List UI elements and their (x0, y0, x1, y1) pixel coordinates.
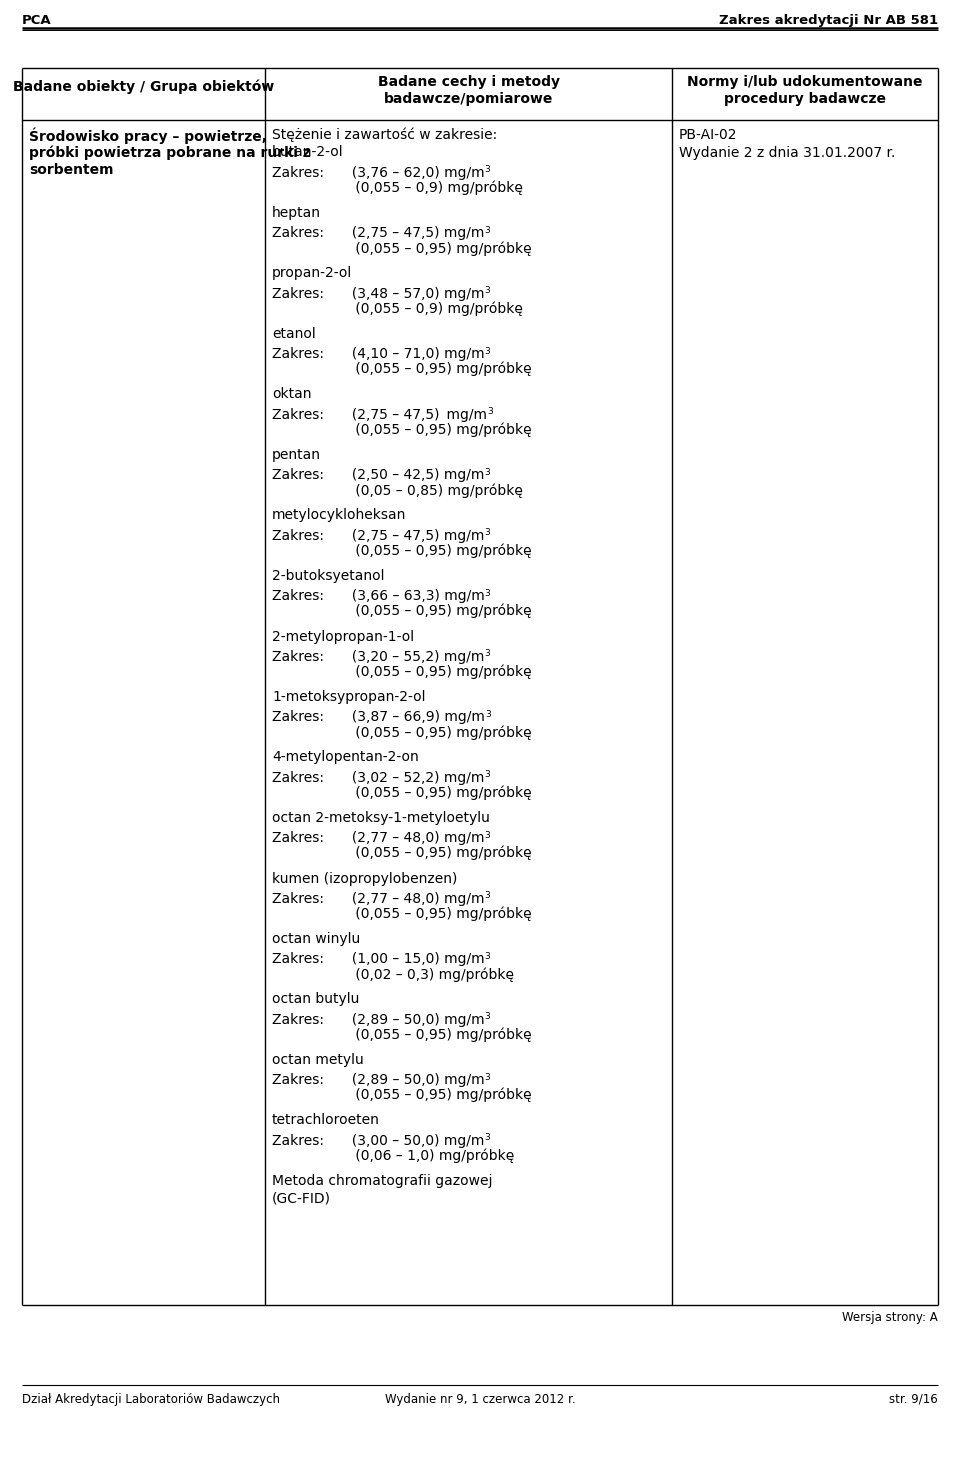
Text: procedury badawcze: procedury badawcze (724, 92, 886, 107)
Text: etanol: etanol (272, 327, 316, 341)
Text: butan-2-ol: butan-2-ol (272, 146, 344, 159)
Text: (0,055 – 0,95) mg/próbkę: (0,055 – 0,95) mg/próbkę (272, 362, 532, 376)
Text: Zakres:  (2,75 – 47,5) mg/m: Zakres: (2,75 – 47,5) mg/m (272, 407, 487, 422)
Text: (0,05 – 0,85) mg/próbkę: (0,05 – 0,85) mg/próbkę (272, 483, 523, 498)
Text: heptan: heptan (272, 206, 321, 220)
Text: 3: 3 (485, 286, 491, 295)
Text: 3: 3 (485, 347, 491, 356)
Text: 3: 3 (485, 709, 491, 719)
Text: Zakres:  (2,77 – 48,0) mg/m: Zakres: (2,77 – 48,0) mg/m (272, 891, 485, 906)
Text: Wydanie 2 z dnia 31.01.2007 r.: Wydanie 2 z dnia 31.01.2007 r. (679, 146, 896, 159)
Text: Zakres:  (2,75 – 47,5) mg/m: Zakres: (2,75 – 47,5) mg/m (272, 528, 485, 543)
Text: (0,055 – 0,95) mg/próbkę: (0,055 – 0,95) mg/próbkę (272, 906, 532, 921)
Text: (0,055 – 0,95) mg/próbkę: (0,055 – 0,95) mg/próbkę (272, 725, 532, 740)
Text: (0,02 – 0,3) mg/próbkę: (0,02 – 0,3) mg/próbkę (272, 967, 514, 982)
Text: 2-metylopropan-1-ol: 2-metylopropan-1-ol (272, 629, 414, 643)
Text: kumen (izopropylobenzen): kumen (izopropylobenzen) (272, 871, 457, 886)
Text: (0,055 – 0,9) mg/próbkę: (0,055 – 0,9) mg/próbkę (272, 181, 523, 196)
Text: Zakres:  (1,00 – 15,0) mg/m: Zakres: (1,00 – 15,0) mg/m (272, 953, 485, 966)
Text: PB-AI-02: PB-AI-02 (679, 128, 737, 142)
Text: (0,055 – 0,95) mg/próbkę: (0,055 – 0,95) mg/próbkę (272, 241, 532, 255)
Text: Środowisko pracy – powietrze,: Środowisko pracy – powietrze, (29, 128, 267, 144)
Text: Stężenie i zawartość w zakresie:: Stężenie i zawartość w zakresie: (272, 128, 497, 143)
Text: Zakres akredytacji Nr AB 581: Zakres akredytacji Nr AB 581 (719, 15, 938, 28)
Text: Zakres:  (3,20 – 55,2) mg/m: Zakres: (3,20 – 55,2) mg/m (272, 649, 485, 664)
Text: tetrachloroeten: tetrachloroeten (272, 1113, 380, 1128)
Text: 3: 3 (485, 1013, 491, 1021)
Text: (0,055 – 0,95) mg/próbkę: (0,055 – 0,95) mg/próbkę (272, 423, 532, 438)
Text: 3: 3 (487, 407, 492, 416)
Text: 3: 3 (485, 468, 491, 477)
Text: Badane obiekty / Grupa obiektów: Badane obiekty / Grupa obiektów (12, 80, 275, 95)
Text: Zakres:  (3,66 – 63,3) mg/m: Zakres: (3,66 – 63,3) mg/m (272, 589, 485, 603)
Text: (0,055 – 0,95) mg/próbkę: (0,055 – 0,95) mg/próbkę (272, 544, 532, 557)
Text: (0,055 – 0,95) mg/próbkę: (0,055 – 0,95) mg/próbkę (272, 664, 532, 678)
Text: 3: 3 (485, 830, 491, 839)
Text: 4-metylopentan-2-on: 4-metylopentan-2-on (272, 750, 419, 765)
Text: Zakres:  (3,76 – 62,0) mg/m: Zakres: (3,76 – 62,0) mg/m (272, 166, 485, 179)
Text: PCA: PCA (22, 15, 52, 28)
Text: Zakres:  (2,77 – 48,0) mg/m: Zakres: (2,77 – 48,0) mg/m (272, 832, 485, 845)
Text: 2-butoksyetanol: 2-butoksyetanol (272, 569, 385, 584)
Text: 3: 3 (485, 1134, 491, 1142)
Text: Badane cechy i metody: Badane cechy i metody (377, 74, 560, 89)
Text: próbki powietrza pobrane na rurki z: próbki powietrza pobrane na rurki z (29, 146, 311, 160)
Text: 1-metoksypropan-2-ol: 1-metoksypropan-2-ol (272, 690, 425, 705)
Text: (0,055 – 0,95) mg/próbkę: (0,055 – 0,95) mg/próbkę (272, 1027, 532, 1042)
Text: (GC-FID): (GC-FID) (272, 1192, 331, 1205)
Text: Zakres:  (2,89 – 50,0) mg/m: Zakres: (2,89 – 50,0) mg/m (272, 1074, 485, 1087)
Text: 3: 3 (485, 951, 491, 960)
Text: Zakres:  (4,10 – 71,0) mg/m: Zakres: (4,10 – 71,0) mg/m (272, 347, 485, 362)
Text: Zakres:  (3,87 – 66,9) mg/m: Zakres: (3,87 – 66,9) mg/m (272, 711, 485, 724)
Text: metylocykloheksan: metylocykloheksan (272, 509, 406, 522)
Text: octan 2-metoksy-1-metyloetylu: octan 2-metoksy-1-metyloetylu (272, 811, 490, 824)
Text: pentan: pentan (272, 448, 321, 463)
Text: 3: 3 (485, 891, 491, 900)
Text: oktan: oktan (272, 388, 311, 401)
Text: octan butylu: octan butylu (272, 992, 359, 1007)
Text: Zakres:  (3,02 – 52,2) mg/m: Zakres: (3,02 – 52,2) mg/m (272, 770, 485, 785)
Text: (0,055 – 0,9) mg/próbkę: (0,055 – 0,9) mg/próbkę (272, 302, 523, 317)
Text: 3: 3 (485, 588, 491, 598)
Text: Zakres:  (3,00 – 50,0) mg/m: Zakres: (3,00 – 50,0) mg/m (272, 1134, 485, 1148)
Text: (0,06 – 1,0) mg/próbkę: (0,06 – 1,0) mg/próbkę (272, 1148, 515, 1163)
Text: Zakres:  (2,50 – 42,5) mg/m: Zakres: (2,50 – 42,5) mg/m (272, 468, 485, 481)
Text: 3: 3 (485, 528, 491, 537)
Text: sorbentem: sorbentem (29, 163, 113, 177)
Text: 3: 3 (485, 1072, 491, 1081)
Text: (0,055 – 0,95) mg/próbkę: (0,055 – 0,95) mg/próbkę (272, 604, 532, 619)
Text: Wersja strony: A: Wersja strony: A (842, 1312, 938, 1323)
Text: 3: 3 (485, 226, 491, 235)
Text: (0,055 – 0,95) mg/próbkę: (0,055 – 0,95) mg/próbkę (272, 1088, 532, 1103)
Text: octan metylu: octan metylu (272, 1053, 364, 1067)
Text: str. 9/16: str. 9/16 (889, 1393, 938, 1406)
Text: Metoda chromatografii gazowej: Metoda chromatografii gazowej (272, 1174, 492, 1188)
Text: 3: 3 (485, 649, 491, 658)
Text: Zakres:  (2,89 – 50,0) mg/m: Zakres: (2,89 – 50,0) mg/m (272, 1013, 485, 1027)
Text: Zakres:  (2,75 – 47,5) mg/m: Zakres: (2,75 – 47,5) mg/m (272, 226, 485, 241)
Text: 3: 3 (485, 770, 491, 779)
Text: propan-2-ol: propan-2-ol (272, 267, 352, 280)
Text: (0,055 – 0,95) mg/próbkę: (0,055 – 0,95) mg/próbkę (272, 846, 532, 861)
Text: Normy i/lub udokumentowane: Normy i/lub udokumentowane (687, 74, 923, 89)
Text: Dział Akredytacji Laboratoriów Badawczych: Dział Akredytacji Laboratoriów Badawczyc… (22, 1393, 280, 1406)
Text: badawcze/pomiarowe: badawcze/pomiarowe (384, 92, 553, 107)
Text: octan winylu: octan winylu (272, 932, 360, 945)
Text: 3: 3 (485, 165, 491, 174)
Text: Wydanie nr 9, 1 czerwca 2012 r.: Wydanie nr 9, 1 czerwca 2012 r. (385, 1393, 575, 1406)
Text: Zakres:  (3,48 – 57,0) mg/m: Zakres: (3,48 – 57,0) mg/m (272, 286, 485, 301)
Text: (0,055 – 0,95) mg/próbkę: (0,055 – 0,95) mg/próbkę (272, 785, 532, 800)
